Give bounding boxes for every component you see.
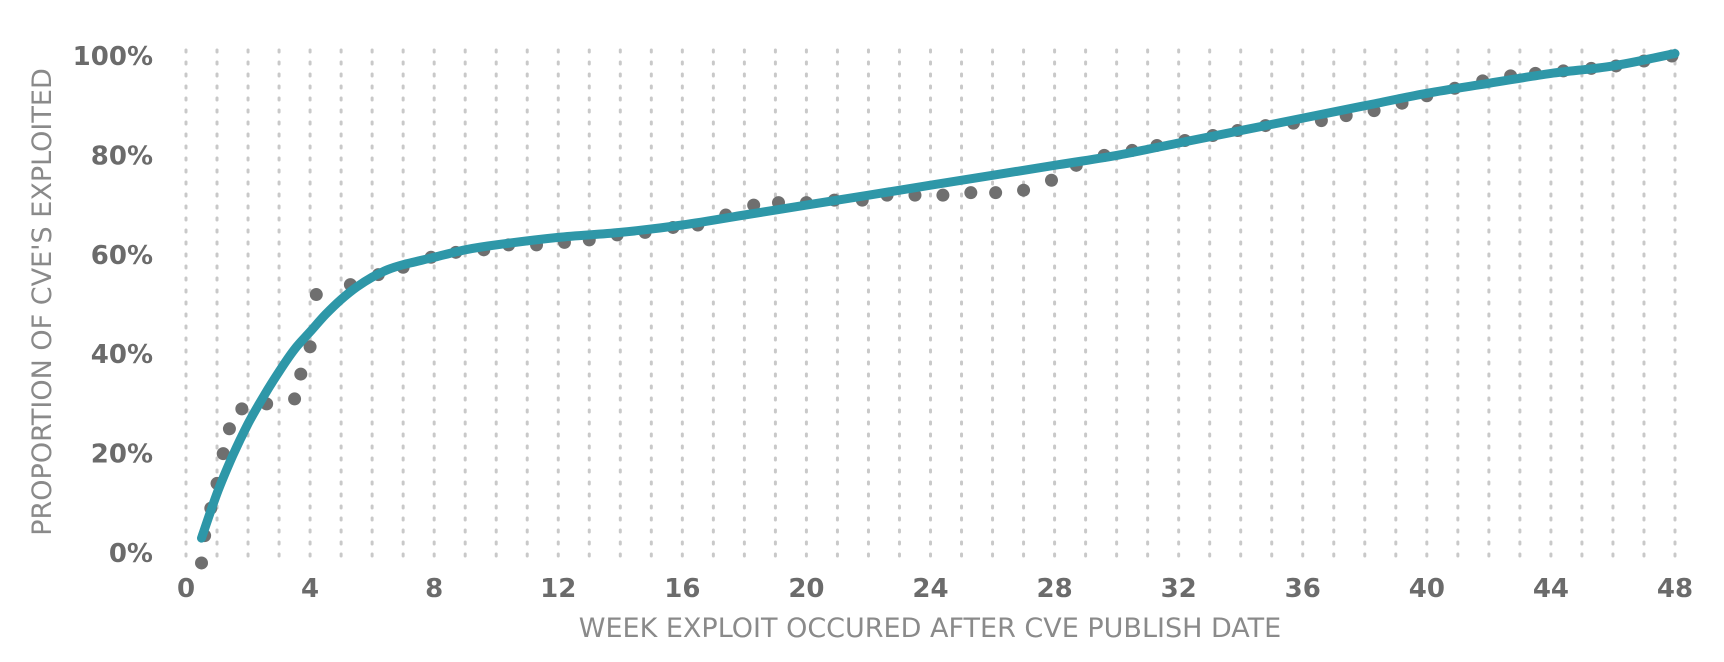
x-tick-label: 8 xyxy=(425,574,443,604)
x-axis-title: WEEK EXPLOIT OCCURED AFTER CVE PUBLISH D… xyxy=(579,613,1281,644)
y-tick-label: 100% xyxy=(73,42,153,72)
y-tick-label: 80% xyxy=(91,141,153,171)
x-tick-label: 44 xyxy=(1533,574,1569,604)
y-tick-label: 40% xyxy=(91,340,153,370)
x-tick-label: 0 xyxy=(177,574,195,604)
data-point xyxy=(288,392,302,406)
data-point xyxy=(309,288,323,302)
x-tick-label: 36 xyxy=(1285,574,1321,604)
x-tick-labels: 0 4 8 12 16 20 24 28 32 36 40 44 48 xyxy=(177,574,1693,604)
data-point xyxy=(1044,173,1058,187)
data-point xyxy=(747,198,761,212)
x-tick-label: 28 xyxy=(1036,574,1072,604)
y-tick-label: 0% xyxy=(109,539,153,569)
data-point xyxy=(294,367,308,381)
gridlines xyxy=(184,48,1677,563)
data-points xyxy=(195,49,1679,570)
x-tick-label: 20 xyxy=(788,574,824,604)
x-tick-label: 4 xyxy=(301,574,319,604)
y-tick-labels: 0% 20% 40% 60% 80% 100% xyxy=(73,42,153,569)
data-point xyxy=(235,402,249,416)
data-point xyxy=(222,422,236,436)
y-axis-title: PROPORTION OF CVE'S EXPLOITED xyxy=(27,68,58,535)
y-tick-label: 60% xyxy=(91,241,153,271)
x-tick-label: 40 xyxy=(1409,574,1445,604)
data-point xyxy=(216,447,230,461)
x-tick-label: 48 xyxy=(1657,574,1693,604)
x-tick-label: 12 xyxy=(540,574,576,604)
x-tick-label: 16 xyxy=(664,574,700,604)
x-tick-label: 32 xyxy=(1161,574,1197,604)
data-point xyxy=(195,556,209,570)
data-point xyxy=(1017,183,1031,197)
data-point xyxy=(989,186,1003,200)
data-point xyxy=(303,340,317,354)
trend-line xyxy=(197,49,1680,543)
data-point xyxy=(964,186,978,200)
x-tick-label: 24 xyxy=(912,574,948,604)
y-tick-label: 20% xyxy=(91,440,153,470)
data-point xyxy=(936,188,950,202)
